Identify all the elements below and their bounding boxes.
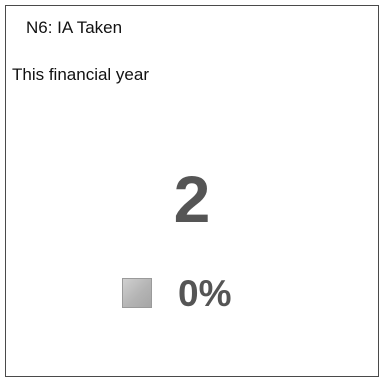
change-indicator: 0%	[122, 273, 231, 313]
change-percent: 0%	[178, 272, 232, 314]
card-title: N6: IA Taken	[26, 18, 123, 37]
kpi-card: N6: IA Taken This financial year 2 0%	[5, 5, 379, 377]
neutral-square-icon	[122, 278, 152, 308]
metric-value: 2	[173, 162, 211, 236]
card-subtitle: This financial year	[12, 65, 150, 84]
